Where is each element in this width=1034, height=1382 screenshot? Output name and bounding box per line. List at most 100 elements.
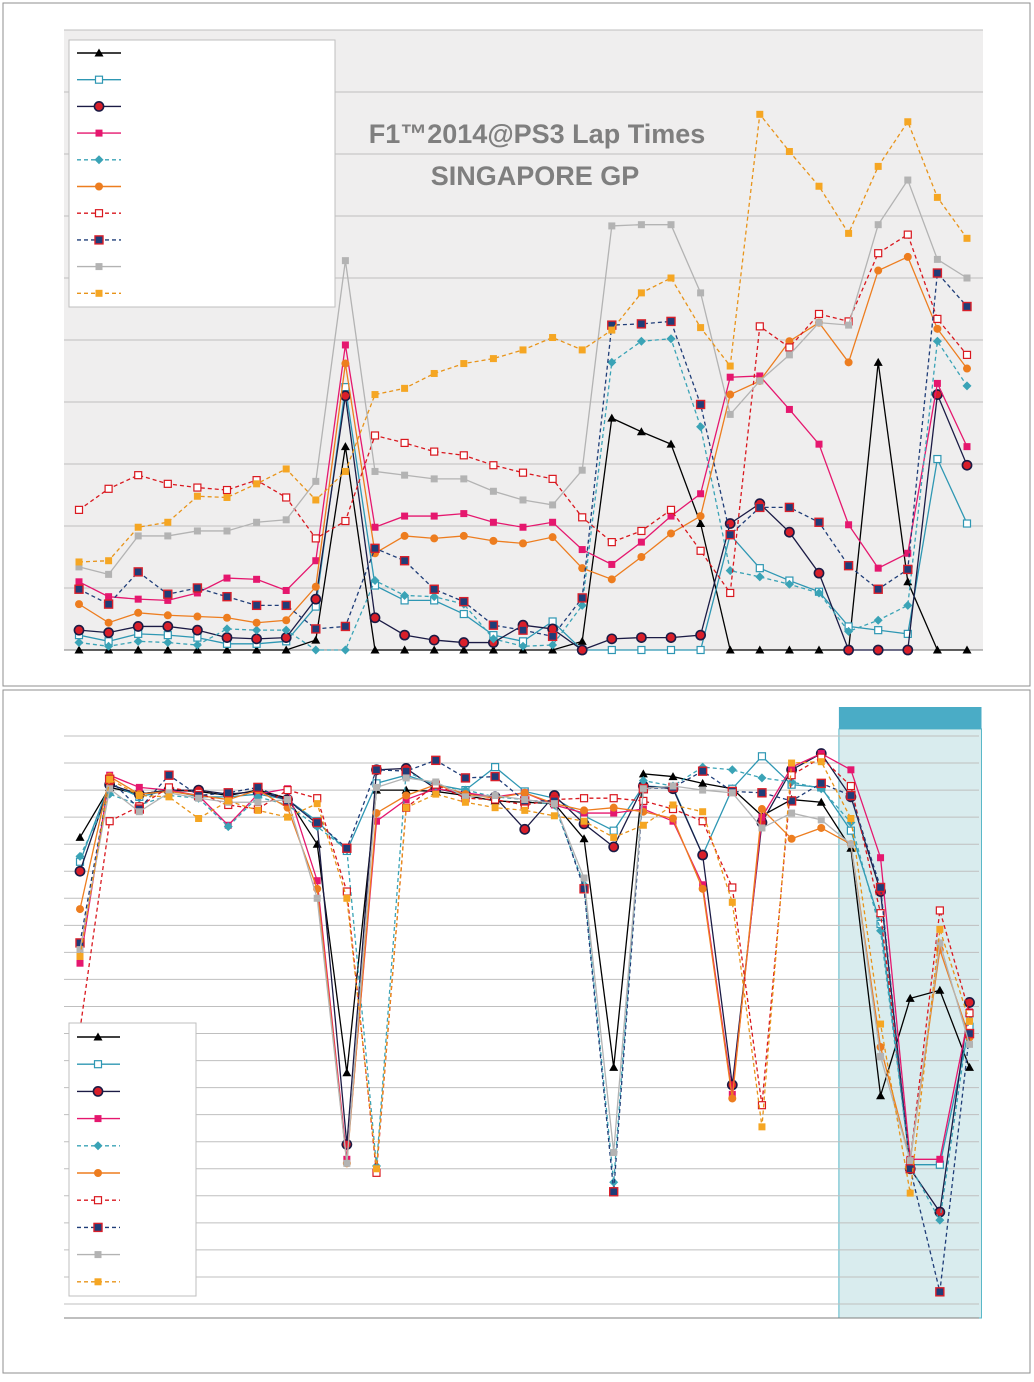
top-data-point-shape	[281, 625, 291, 635]
top-data-point	[666, 645, 676, 655]
bottom-data-point-shape	[431, 755, 441, 766]
top-data-point	[429, 584, 439, 594]
bottom-legend-box	[68, 1022, 197, 1297]
top-data-point-shape	[903, 629, 912, 638]
bottom-data-point	[935, 985, 945, 994]
top-data-point-shape	[608, 560, 616, 568]
top-data-point-shape	[163, 611, 172, 620]
top-data-point-shape	[399, 556, 410, 566]
top-data-point	[488, 645, 498, 654]
top-data-point-shape	[844, 358, 853, 367]
top-data-point-shape	[163, 631, 172, 640]
top-data-point-shape	[548, 474, 557, 483]
bottom-data-point-shape	[935, 1215, 945, 1225]
top-legend-entry	[77, 209, 121, 218]
top-data-point-shape	[282, 586, 290, 594]
top-series-group	[73, 110, 973, 656]
top-data-point	[902, 644, 914, 656]
top-data-point	[252, 618, 261, 627]
top-data-point-shape	[874, 162, 882, 170]
top-data-point-shape	[785, 337, 794, 346]
top-data-point-shape	[874, 626, 883, 635]
top-data-point-shape	[667, 529, 675, 538]
bottom-data-point-shape	[579, 884, 589, 894]
top-data-point-shape	[164, 518, 172, 526]
top-data-point-shape	[459, 451, 468, 460]
top-data-point-shape	[874, 249, 883, 258]
bottom-data-point	[609, 1062, 619, 1071]
bottom-data-point-shape	[787, 771, 796, 780]
top-data-point-shape	[755, 645, 765, 654]
top-data-point-shape	[843, 644, 854, 656]
bottom-data-point	[580, 817, 588, 825]
bottom-data-point	[905, 993, 915, 1002]
bottom-data-point	[195, 814, 203, 822]
top-legend-marker	[94, 235, 104, 245]
bottom-data-point	[431, 755, 441, 766]
top-data-point	[370, 576, 380, 586]
top-data-point-shape	[399, 629, 410, 641]
top-data-point	[755, 645, 765, 654]
top-data-point-shape	[103, 627, 114, 639]
bottom-data-point-shape	[580, 817, 588, 825]
top-data-point-shape	[163, 638, 173, 648]
bottom-data-point	[401, 766, 411, 776]
top-data-point-shape	[133, 636, 143, 646]
bottom-data-point-shape	[847, 766, 855, 774]
bottom-data-point-shape	[965, 1009, 974, 1018]
bottom-data-point-shape	[876, 909, 885, 918]
top-series-ric	[74, 268, 972, 642]
top-data-point-shape	[813, 567, 825, 579]
top-legend-marker-shape	[94, 48, 104, 57]
top-data-point-shape	[282, 465, 290, 473]
bottom-data-point-shape	[965, 1062, 974, 1071]
bottom-data-point-shape	[432, 790, 440, 798]
top-data-point-shape	[696, 546, 705, 555]
top-data-point-shape	[340, 621, 351, 632]
top-data-point	[134, 595, 142, 603]
top-data-point-shape	[756, 377, 764, 385]
top-data-point	[725, 645, 735, 654]
top-data-point	[637, 645, 646, 655]
top-data-point-shape	[667, 221, 675, 229]
bottom-data-point	[580, 806, 589, 815]
top-data-point-shape	[74, 584, 84, 594]
bottom-data-point-shape	[135, 792, 143, 800]
top-data-point-shape	[489, 518, 497, 526]
top-data-point	[282, 465, 290, 473]
top-data-point	[608, 222, 616, 230]
bottom-data-point-shape	[580, 874, 588, 882]
top-data-point-shape	[193, 483, 202, 492]
top-data-point	[281, 645, 291, 654]
top-legend-marker	[93, 101, 105, 112]
top-data-point	[578, 546, 586, 554]
top-data-point-shape	[164, 596, 172, 604]
top-data-point	[341, 516, 350, 526]
top-data-point-shape	[873, 584, 883, 594]
top-data-point	[489, 536, 498, 545]
bottom-data-point-shape	[195, 794, 203, 802]
bottom-legend-marker-shape	[94, 1169, 102, 1177]
top-data-point-shape	[814, 588, 824, 598]
bottom-data-point	[966, 1040, 973, 1048]
top-data-point-shape	[667, 512, 675, 520]
top-data-point	[430, 447, 439, 456]
bottom-data-point-shape	[342, 843, 352, 853]
top-data-point	[815, 182, 823, 190]
bottom-data-point-shape	[668, 772, 678, 781]
top-data-point	[105, 557, 113, 565]
top-data-point	[548, 533, 557, 542]
top-data-point-shape	[874, 221, 882, 229]
top-data-point	[282, 586, 290, 594]
top-data-point	[74, 505, 84, 514]
top-data-point-shape	[341, 359, 350, 368]
bottom-legend-marker-shape	[93, 1141, 103, 1151]
top-data-point-shape	[252, 645, 262, 654]
top-data-point-shape	[429, 584, 439, 594]
top-data-point-shape	[726, 390, 735, 399]
top-data-point	[962, 519, 972, 528]
top-data-point-shape	[341, 467, 349, 475]
bottom-data-point-shape	[669, 801, 677, 809]
top-data-point-shape	[459, 609, 468, 619]
top-data-point	[725, 529, 735, 540]
